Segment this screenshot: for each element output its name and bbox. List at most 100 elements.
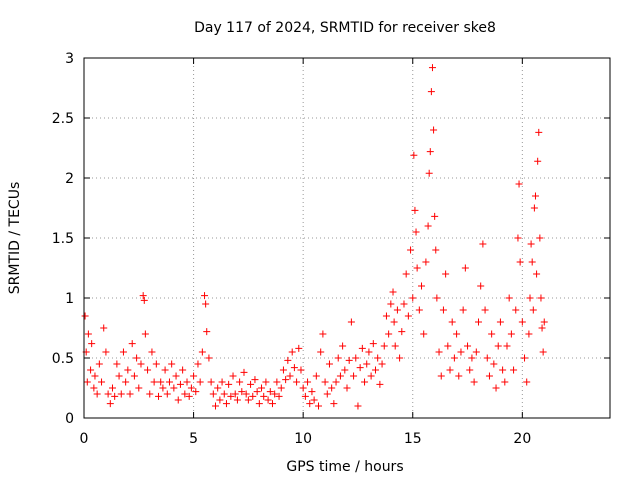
- data-point: [448, 318, 456, 326]
- data-point: [102, 348, 110, 356]
- data-point: [536, 234, 544, 242]
- data-point: [411, 206, 419, 214]
- data-point: [284, 356, 292, 364]
- data-point: [525, 330, 533, 338]
- data-point: [264, 396, 272, 404]
- data-point: [415, 306, 423, 314]
- data-point: [128, 340, 136, 348]
- data-point: [140, 296, 148, 304]
- data-point: [106, 400, 114, 408]
- data-point: [113, 360, 121, 368]
- y-tick-label: 3: [65, 51, 74, 67]
- data-point: [150, 378, 158, 386]
- data-point: [496, 318, 504, 326]
- data-point: [330, 400, 338, 408]
- data-point: [431, 212, 439, 220]
- data-point: [538, 324, 546, 332]
- data-point: [404, 312, 412, 320]
- data-point: [196, 378, 204, 386]
- data-point: [174, 396, 182, 404]
- data-point: [231, 390, 239, 398]
- data-point: [325, 360, 333, 368]
- data-point: [176, 380, 184, 388]
- data-point: [528, 258, 536, 266]
- data-point: [521, 354, 529, 362]
- data-point: [198, 348, 206, 356]
- data-point: [87, 366, 95, 374]
- data-point: [277, 384, 285, 392]
- data-point: [163, 390, 171, 398]
- data-point: [194, 360, 202, 368]
- data-point: [352, 354, 360, 362]
- data-point: [490, 360, 498, 368]
- x-tick-label: 15: [404, 431, 422, 447]
- data-point: [159, 384, 167, 392]
- data-point: [354, 402, 362, 410]
- data-point: [400, 300, 408, 308]
- data-point: [111, 392, 119, 400]
- data-point: [90, 384, 98, 392]
- data-point: [437, 372, 445, 380]
- data-point: [361, 378, 369, 386]
- data-point: [391, 342, 399, 350]
- data-point: [155, 392, 163, 400]
- data-point: [88, 340, 96, 348]
- data-point: [534, 157, 542, 165]
- data-point: [442, 270, 450, 278]
- data-point: [477, 282, 485, 290]
- data-point: [328, 384, 336, 392]
- data-point: [464, 342, 472, 350]
- y-axis-label: SRMTID / TECUs: [7, 182, 23, 295]
- data-point: [485, 372, 493, 380]
- data-point: [301, 392, 309, 400]
- data-point: [334, 354, 342, 362]
- data-point: [157, 378, 165, 386]
- data-point: [339, 342, 347, 350]
- data-point: [308, 388, 316, 396]
- data-point: [459, 306, 467, 314]
- y-tick-label: 1: [65, 291, 74, 307]
- data-point: [144, 366, 152, 374]
- data-point: [393, 306, 401, 314]
- data-point: [115, 372, 123, 380]
- data-point: [540, 318, 548, 326]
- data-point: [321, 378, 329, 386]
- data-point: [262, 378, 270, 386]
- data-point: [220, 390, 228, 398]
- data-point: [201, 292, 209, 300]
- data-point: [515, 180, 523, 188]
- data-point: [410, 151, 418, 159]
- data-point: [367, 372, 375, 380]
- data-point: [385, 330, 393, 338]
- data-point: [530, 204, 538, 212]
- data-point: [427, 88, 435, 96]
- data-point: [499, 366, 507, 374]
- data-point: [323, 390, 331, 398]
- data-point: [275, 392, 283, 400]
- chart-title: Day 117 of 2024, SRMTID for receiver ske…: [194, 20, 496, 36]
- y-tick-label: 0: [65, 411, 74, 427]
- data-point: [83, 378, 91, 386]
- data-point: [343, 384, 351, 392]
- data-point: [371, 366, 379, 374]
- data-point: [207, 378, 215, 386]
- data-point: [304, 378, 312, 386]
- data-point: [317, 348, 325, 356]
- data-point: [214, 384, 222, 392]
- y-axis-ticks: 0 0.5 1 1.5 2 2.5 3: [52, 51, 610, 427]
- data-point: [192, 388, 200, 396]
- data-point: [409, 294, 417, 302]
- data-point: [407, 246, 415, 254]
- data-point: [216, 396, 224, 404]
- data-point: [209, 390, 217, 398]
- data-point: [266, 388, 274, 396]
- data-point: [505, 294, 513, 302]
- data-point: [389, 288, 397, 296]
- data-point: [461, 264, 469, 272]
- data-point: [202, 300, 210, 308]
- data-point: [428, 64, 436, 72]
- data-point: [356, 364, 364, 372]
- data-point: [271, 390, 279, 398]
- data-point: [413, 264, 421, 272]
